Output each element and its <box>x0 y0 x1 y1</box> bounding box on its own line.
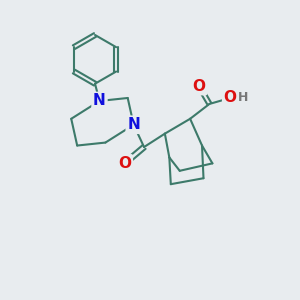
Text: O: O <box>118 156 131 171</box>
Text: H: H <box>238 92 248 104</box>
Text: N: N <box>93 94 106 109</box>
Text: N: N <box>127 117 140 132</box>
Text: O: O <box>224 91 237 106</box>
Text: O: O <box>193 79 206 94</box>
